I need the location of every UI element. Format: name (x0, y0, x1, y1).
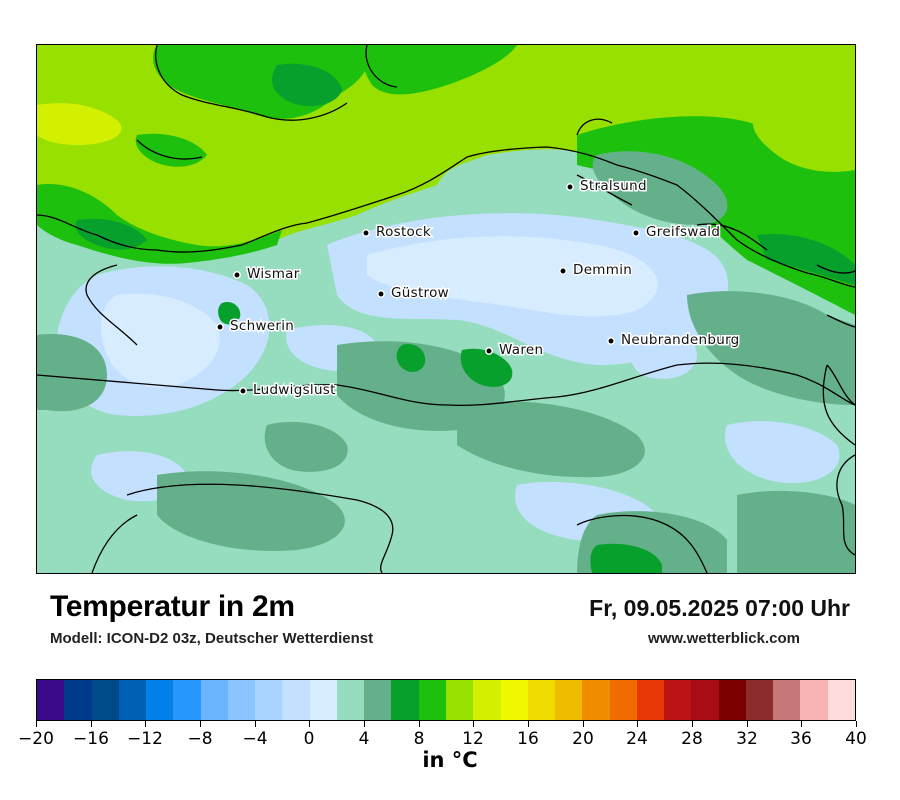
svg-text:Waren: Waren (499, 342, 543, 358)
tick-mark (637, 721, 638, 727)
color-swatch (309, 680, 337, 720)
tick-label: 28 (681, 729, 703, 749)
unit-label: in °C (422, 748, 478, 772)
svg-text:Wismar: Wismar (247, 266, 300, 282)
city-rostock[interactable]: Rostock (362, 223, 432, 242)
color-swatch (37, 680, 65, 720)
color-swatch (745, 680, 774, 720)
tick-label: −20 (18, 729, 54, 749)
color-swatch (118, 680, 147, 720)
color-swatch (418, 680, 446, 720)
color-swatch (227, 680, 256, 720)
city-greifswald[interactable]: Greifswald (632, 223, 721, 242)
color-swatch (555, 680, 583, 720)
map-title: Temperatur in 2m (50, 590, 295, 623)
city-waren[interactable]: Waren (485, 341, 545, 360)
tick-label: −4 (242, 729, 268, 749)
color-swatch (691, 680, 719, 720)
color-swatch (800, 680, 828, 720)
tick-mark (36, 721, 37, 727)
svg-text:Ludwigslust: Ludwigslust (253, 382, 336, 398)
color-swatch (336, 680, 365, 720)
city-markers: Stralsund Rostock Greifswald Wismar Demm… (216, 177, 741, 400)
color-swatch (582, 680, 610, 720)
tick-mark (473, 721, 474, 727)
warm-spots (218, 301, 662, 573)
color-swatch (255, 680, 283, 720)
color-scale-ticks: −20 −16 −12 −8 −4 0 4 8 12 16 20 24 28 32 36 40 (18, 721, 867, 751)
website-link[interactable]: www.wetterblick.com (648, 630, 800, 647)
tick-label: 20 (572, 729, 594, 749)
tick-label: 0 (303, 729, 315, 749)
color-swatch (664, 680, 692, 720)
city-schwerin[interactable]: Schwerin (216, 317, 295, 336)
color-swatch (91, 680, 119, 720)
tick-mark (747, 721, 748, 727)
model-source: Modell: ICON-D2 03z, Deutscher Wetterdie… (50, 630, 374, 647)
tick-mark (200, 721, 201, 727)
color-swatch (773, 680, 801, 720)
svg-text:Rostock: Rostock (376, 224, 431, 240)
tick-mark (419, 721, 420, 727)
svg-text:Schwerin: Schwerin (230, 318, 294, 334)
color-swatch (146, 680, 174, 720)
city-neubrandenburg[interactable]: Neubrandenburg (607, 331, 741, 350)
city-wismar[interactable]: Wismar (233, 265, 301, 284)
tick-label: −12 (127, 729, 163, 749)
map-canvas: Stralsund Rostock Greifswald Wismar Demm… (37, 45, 855, 573)
color-swatch (391, 680, 419, 720)
tick-mark (528, 721, 529, 727)
color-scale (36, 679, 856, 721)
tick-label: 24 (626, 729, 648, 749)
tick-mark (364, 721, 365, 727)
tick-mark (309, 721, 310, 727)
tick-mark (856, 721, 857, 727)
color-swatch (200, 680, 228, 720)
tick-mark (801, 721, 802, 727)
tick-mark (692, 721, 693, 727)
svg-text:Demmin: Demmin (573, 262, 632, 278)
color-swatch (500, 680, 528, 720)
svg-text:Greifswald: Greifswald (646, 224, 720, 240)
color-swatch (718, 680, 746, 720)
tick-mark (145, 721, 146, 727)
tick-label: 16 (517, 729, 539, 749)
city-demmin[interactable]: Demmin (559, 261, 633, 280)
coastlines-borders (37, 45, 855, 573)
color-swatch (364, 680, 392, 720)
svg-text:Stralsund: Stralsund (580, 178, 647, 194)
tick-label: 12 (462, 729, 484, 749)
color-swatch (827, 680, 855, 720)
tick-mark (583, 721, 584, 727)
svg-text:Güstrow: Güstrow (391, 285, 449, 301)
temperature-map: Stralsund Rostock Greifswald Wismar Demm… (36, 44, 856, 574)
tick-label: 8 (413, 729, 425, 749)
color-swatch (527, 680, 556, 720)
color-swatch (173, 680, 201, 720)
sea-warm-patch (37, 103, 122, 145)
color-swatch (473, 680, 501, 720)
tick-label: −8 (187, 729, 213, 749)
tick-label: 4 (358, 729, 370, 749)
tick-label: −16 (73, 729, 109, 749)
city-ludwigslust[interactable]: Ludwigslust (239, 381, 337, 400)
color-swatch (636, 680, 665, 720)
color-swatch (282, 680, 310, 720)
tick-label: 40 (845, 729, 867, 749)
color-swatch (64, 680, 92, 720)
forecast-datetime: Fr, 09.05.2025 07:00 Uhr (589, 595, 850, 621)
color-swatch (445, 680, 474, 720)
tick-label: 36 (790, 729, 812, 749)
tick-mark (255, 721, 256, 727)
color-swatch (609, 680, 637, 720)
tick-mark (91, 721, 92, 727)
tick-label: 32 (736, 729, 758, 749)
city-guestrow[interactable]: Güstrow (377, 284, 450, 303)
svg-text:Neubrandenburg: Neubrandenburg (621, 332, 740, 348)
city-stralsund[interactable]: Stralsund (566, 177, 648, 196)
